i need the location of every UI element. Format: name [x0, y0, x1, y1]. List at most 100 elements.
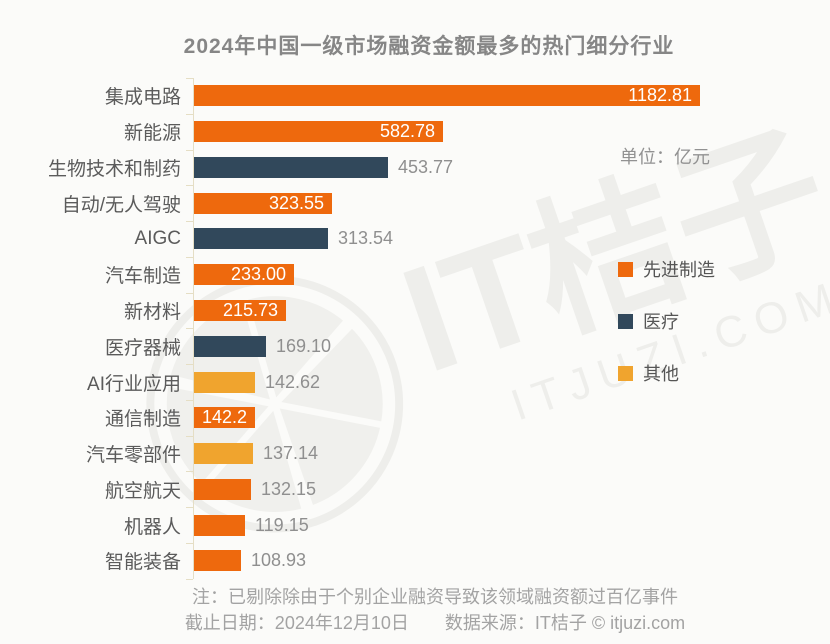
category-label: 航空航天 [104, 480, 181, 502]
legend-item: 其他 [618, 360, 715, 386]
axis-tick [186, 578, 193, 580]
bar-row: 新能源 582.78 [0, 114, 830, 150]
axis-tick [186, 543, 193, 544]
unit-label: 单位：亿元 [620, 147, 710, 167]
chart-title: 2024年中国一级市场融资金额最多的热门细分行业 [183, 35, 675, 58]
bar-value-outside: 453.77 [398, 156, 454, 177]
category-label: 汽车制造 [104, 266, 181, 288]
bar-track: 313.54 [194, 228, 830, 250]
axis-tick [186, 185, 193, 187]
bar-track: 169.10 [194, 335, 830, 357]
legend-item: 医疗 [618, 308, 715, 334]
legend-label: 医疗 [643, 312, 679, 332]
footer-date-source: 截止日期：2024年12月10日 数据来源：IT桔子 © itjuzi.com [184, 613, 686, 634]
category-label: 自动/无人驾驶 [61, 194, 181, 216]
bar [194, 550, 241, 572]
bar-value-outside: 132.15 [261, 478, 317, 499]
category-label: 新材料 [123, 301, 181, 323]
legend: 先进制造 医疗 其他 [618, 256, 715, 386]
bar-track: 108.93 [194, 550, 830, 572]
legend-swatch [618, 261, 633, 277]
axis-tick [186, 78, 193, 79]
bar-row: 新材料 215.73 [0, 293, 830, 329]
bar-row: 医疗器械 169.10 [0, 328, 830, 364]
bar [194, 443, 253, 465]
axis-tick [186, 328, 193, 330]
bar-value-outside: 119.15 [255, 514, 309, 535]
bar-value-inside: 233.00 [230, 264, 286, 285]
category-label: 机器人 [123, 516, 181, 538]
legend-swatch [618, 365, 633, 381]
bar-row: 汽车制造 233.00 [0, 257, 830, 293]
legend-label: 其他 [643, 364, 679, 384]
bar: 323.55 [194, 192, 332, 214]
category-label: 生物技术和制药 [47, 158, 181, 180]
bar [194, 156, 388, 178]
bar-row: 汽车零部件 137.14 [0, 436, 830, 472]
bar-row: 通信制造 142.2 [0, 400, 830, 436]
bar-value-inside: 582.78 [379, 121, 435, 142]
axis-tick [186, 113, 193, 115]
bar: 215.73 [194, 299, 286, 321]
bar-row: AI行业应用 142.62 [0, 364, 830, 400]
legend-label: 先进制造 [643, 260, 715, 280]
axis-tick [186, 507, 193, 509]
legend-swatch [618, 313, 633, 329]
bar [194, 371, 255, 393]
category-label: 集成电路 [104, 87, 181, 109]
y-axis [186, 78, 194, 580]
bar-row: 智能装备 108.93 [0, 543, 830, 579]
bar-value-outside: 108.93 [251, 550, 307, 571]
category-label: AIGC [134, 227, 181, 249]
bar: 142.2 [194, 407, 255, 429]
bar [194, 228, 328, 250]
bar [194, 335, 266, 357]
axis-tick [186, 149, 193, 151]
bar-row: 自动/无人驾驶 323.55 [0, 185, 830, 221]
bar-track: 453.77 [194, 156, 830, 178]
axis-tick [186, 292, 193, 294]
category-label: 医疗器械 [104, 337, 181, 359]
bar-row: 航空航天 132.15 [0, 471, 830, 507]
bar-row: 集成电路 1182.81 [0, 78, 830, 114]
bar-track: 132.15 [194, 478, 830, 500]
category-label: 汽车零部件 [85, 445, 181, 467]
bar-value-outside: 169.10 [276, 335, 332, 356]
axis-tick [186, 221, 193, 223]
bar-track: 233.00 [194, 264, 830, 286]
bar-value-inside: 142.2 [201, 407, 247, 428]
bar-track: 323.55 [194, 192, 830, 214]
legend-item: 先进制造 [618, 256, 715, 282]
bar-value-outside: 142.62 [265, 371, 321, 392]
axis-tick [186, 435, 193, 437]
category-label: 新能源 [123, 123, 181, 145]
bar-track: 1182.81 [194, 85, 830, 107]
bar-track: 582.78 [194, 121, 830, 143]
bar-track: 142.2 [194, 407, 830, 429]
bar-track: 137.14 [194, 443, 830, 465]
bar-track: 119.15 [194, 514, 830, 536]
bar [194, 514, 245, 536]
bar-value-inside: 1182.81 [628, 85, 692, 106]
footer: 注：已剔除除由于个别企业融资导致该领域融资额过百亿事件 截止日期：2024年12… [80, 584, 790, 636]
axis-tick [186, 399, 193, 401]
bar-row: 机器人 119.15 [0, 507, 830, 543]
axis-tick [186, 256, 193, 258]
bar-value-outside: 313.54 [338, 228, 394, 249]
category-label: AI行业应用 [87, 373, 181, 395]
category-label: 智能装备 [104, 552, 181, 574]
bar: 582.78 [194, 121, 443, 143]
footer-note: 注：已剔除除由于个别企业融资导致该领域融资额过百亿事件 [192, 587, 678, 607]
bar-rows: 集成电路 1182.81 新能源 582.78 生物技术和制药 453.77 自… [0, 78, 830, 579]
bar-row: 生物技术和制药 453.77 [0, 150, 830, 186]
bar-track: 142.62 [194, 371, 830, 393]
bar-row: AIGC 313.54 [0, 221, 830, 257]
axis-tick [186, 471, 193, 473]
bar-value-inside: 215.73 [222, 299, 278, 320]
bar: 1182.81 [194, 85, 700, 107]
bar: 233.00 [194, 264, 294, 286]
bar-track: 215.73 [194, 299, 830, 321]
category-label: 通信制造 [104, 409, 181, 431]
bar-value-inside: 323.55 [268, 192, 324, 213]
